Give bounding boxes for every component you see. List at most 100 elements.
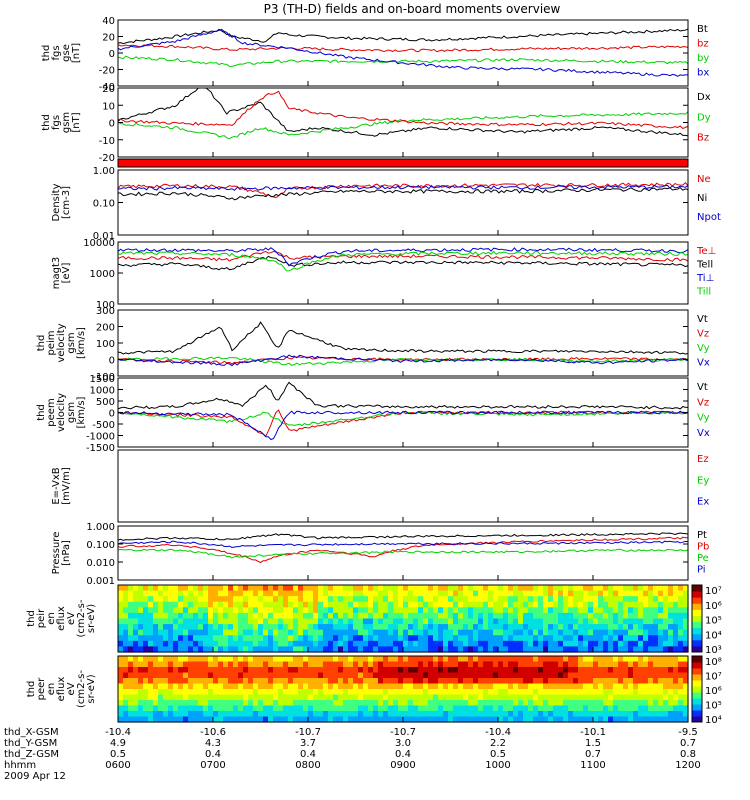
y-axis-label-line: (cm2-s- (76, 670, 87, 708)
spectrogram-cell (498, 672, 504, 679)
spectrogram-cell (508, 624, 514, 631)
spectrogram-cell (368, 683, 374, 690)
spectrogram-cell (618, 629, 624, 636)
spectrogram-cell (173, 624, 179, 631)
spectrogram-cell (138, 672, 144, 679)
spectrogram-cell (373, 624, 379, 631)
spectrogram-cell (608, 716, 614, 723)
spectrogram-cell (198, 716, 204, 723)
spectrogram-cell (193, 590, 199, 597)
colorbar-tick-label: 10⁵ (705, 701, 722, 712)
spectrogram-cell (648, 646, 654, 653)
spectrogram-cell (598, 585, 604, 592)
spectrogram-cell (313, 585, 319, 592)
spectrogram-cell (343, 624, 349, 631)
colorbar-segment (692, 597, 702, 604)
spectrogram-cell (388, 667, 394, 674)
spectrogram-cell (198, 667, 204, 674)
spectrogram-cell (538, 711, 544, 718)
spectrogram-cell (288, 711, 294, 718)
spectrogram-cell (193, 629, 199, 636)
spectrogram-cell (513, 689, 519, 696)
spectrogram-cell (323, 612, 329, 620)
spectrogram-cell (558, 683, 564, 690)
spectrogram-cell (353, 612, 359, 620)
spectrogram-cell (583, 635, 589, 642)
spectrogram-cell (148, 705, 154, 712)
spectrogram-cell (203, 646, 209, 653)
spectrogram-cell (443, 656, 449, 663)
spectrogram-cell (543, 656, 549, 663)
spectrogram-cell (548, 656, 554, 663)
spectrogram-cell (358, 635, 364, 642)
spectrogram-cell (448, 678, 454, 685)
spectrogram-cell (358, 646, 364, 653)
colorbar-tick-label: 10⁸ (705, 657, 722, 668)
y-axis-label-line: thd (41, 114, 52, 131)
spectrogram-cell (148, 667, 154, 674)
spectrogram-cell (323, 694, 329, 701)
legend-label: Vz (697, 397, 709, 408)
spectrogram-cell (133, 661, 139, 668)
spectrogram-cell (433, 601, 439, 608)
spectrogram-cell (323, 601, 329, 608)
spectrogram-cell (423, 694, 429, 701)
spectrogram-cell (553, 683, 559, 690)
spectrogram-cell (213, 618, 219, 625)
spectrogram-cell (453, 694, 459, 701)
spectrogram-cell (458, 716, 464, 723)
spectrogram-cell (418, 678, 424, 685)
spectrogram-cell (628, 661, 634, 668)
spectrogram-cell (353, 607, 359, 614)
spectrogram-cell (348, 667, 354, 674)
spectrogram-cell (503, 683, 509, 690)
spectrogram-cell (243, 585, 249, 592)
spectrogram-cell (583, 640, 589, 648)
spectrogram-cell (198, 585, 204, 592)
spectrogram-cell (463, 689, 469, 696)
spectrogram-cell (623, 661, 629, 668)
spectrogram-cell (623, 601, 629, 608)
spectrogram-cell (388, 618, 394, 625)
y-axis-label-line: [km/s] (76, 396, 87, 428)
spectrogram-cell (118, 590, 124, 597)
spectrogram-cell (153, 694, 159, 701)
spectrogram-cell (313, 640, 319, 648)
spectrogram-cell (298, 716, 304, 723)
spectrogram-cell (598, 672, 604, 679)
spectrogram-cell (188, 689, 194, 696)
spectrogram-cell (588, 672, 594, 679)
spectrogram-cell (548, 678, 554, 685)
spectrogram-cell (498, 624, 504, 631)
spectrogram-cell (283, 683, 289, 690)
spectrogram-cell (678, 646, 684, 653)
spectrogram-cell (348, 700, 354, 707)
spectrogram-cell (143, 601, 149, 608)
spectrogram-cell (488, 672, 494, 679)
spectrogram-cell (503, 601, 509, 608)
spectrogram-cell (363, 601, 369, 608)
spectrogram-cell (153, 635, 159, 642)
spectrogram-cell (353, 667, 359, 674)
spectrogram-cell (468, 629, 474, 636)
spectrogram-cell (658, 590, 664, 597)
spectrogram-cell (178, 661, 184, 668)
spectrogram-cell (563, 601, 569, 608)
spectrogram-cell (263, 672, 269, 679)
spectrogram-cell (123, 672, 129, 679)
spectrogram-cell (358, 618, 364, 625)
spectrogram-cell (228, 711, 234, 718)
spectrogram-cell (153, 672, 159, 679)
spectrogram-cell (263, 640, 269, 648)
spectrogram-cell (453, 716, 459, 723)
spectrogram-cell (223, 629, 229, 636)
x-axis-row-value: 1200 (675, 760, 700, 771)
spectrogram-cell (308, 612, 314, 620)
spectrogram-cell (273, 607, 279, 614)
spectrogram-cell (223, 678, 229, 685)
spectrogram-cell (263, 607, 269, 614)
spectrogram-cell (198, 640, 204, 648)
spectrogram-cell (183, 640, 189, 648)
spectrogram-cell (148, 590, 154, 597)
spectrogram-cell (623, 629, 629, 636)
